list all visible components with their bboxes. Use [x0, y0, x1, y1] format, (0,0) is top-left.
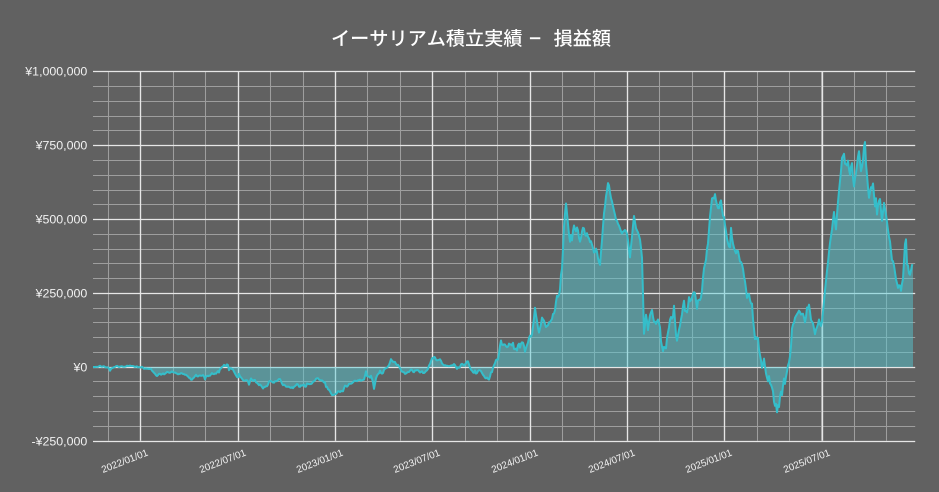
- svg-text:-¥250,000: -¥250,000: [31, 434, 87, 448]
- svg-text:¥750,000: ¥750,000: [35, 138, 88, 152]
- svg-text:¥0: ¥0: [73, 360, 88, 374]
- svg-text:¥250,000: ¥250,000: [35, 286, 88, 300]
- svg-text:¥500,000: ¥500,000: [35, 212, 88, 226]
- svg-text:¥1,000,000: ¥1,000,000: [24, 64, 87, 78]
